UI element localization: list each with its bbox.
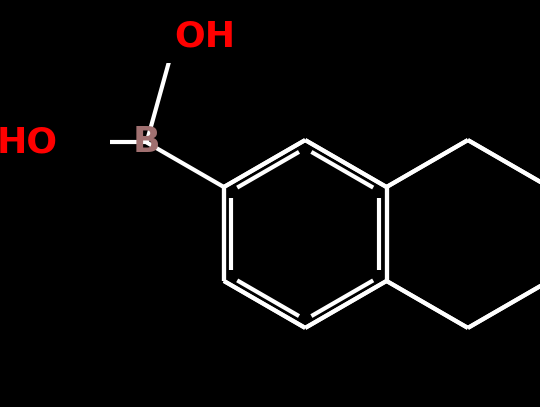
Text: OH: OH (174, 20, 235, 54)
Text: B: B (133, 125, 160, 160)
Text: HO: HO (0, 125, 58, 160)
